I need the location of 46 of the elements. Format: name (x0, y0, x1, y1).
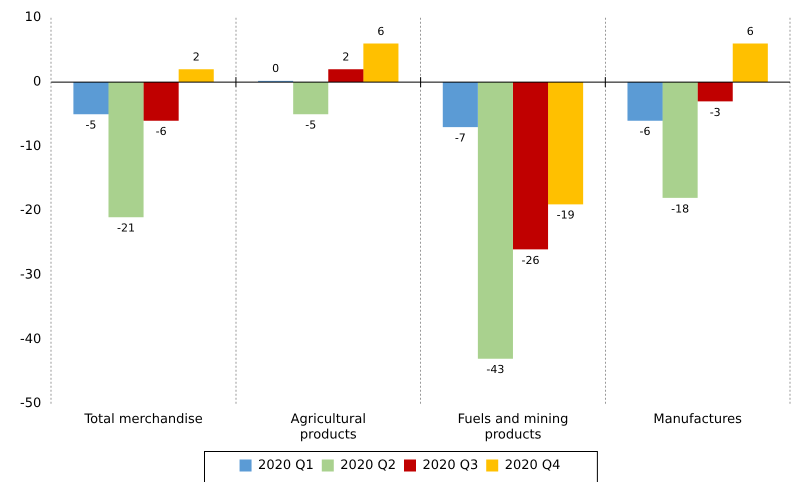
bar (512, 82, 548, 250)
data-label: -3 (710, 106, 721, 119)
data-label: -26 (522, 254, 540, 267)
bar (363, 44, 398, 82)
data-label: 2 (342, 50, 350, 64)
y-tick-label: -40 (20, 332, 42, 347)
data-label: -18 (671, 202, 690, 216)
legend-label: 2020 Q3 (422, 458, 478, 473)
data-label: -5 (305, 118, 316, 132)
legend-label: 2020 Q1 (258, 458, 314, 473)
data-label: 2 (192, 50, 200, 64)
data-label: -43 (486, 363, 504, 376)
x-tick-label: Manufactures (653, 412, 742, 427)
bar (328, 69, 364, 82)
legend-label: 2020 Q4 (504, 458, 560, 473)
bar (73, 82, 108, 114)
bar (698, 82, 733, 102)
bar (662, 82, 698, 198)
data-label: -5 (85, 118, 96, 132)
y-tick-label: 0 (32, 74, 42, 90)
legend-label: 2020 Q2 (340, 458, 396, 473)
x-tick-label: Total merchandise (83, 412, 203, 427)
bar (548, 82, 584, 204)
y-tick-label: -20 (20, 203, 42, 218)
y-tick-label: -10 (20, 138, 42, 154)
data-label: -7 (454, 132, 466, 145)
bar (108, 82, 144, 218)
bar (144, 82, 179, 121)
bar (732, 44, 768, 82)
data-label: 0 (272, 62, 280, 76)
bar (627, 82, 663, 121)
data-label: 6 (746, 24, 754, 38)
data-label: 6 (377, 24, 384, 38)
y-tick-label: -50 (20, 396, 42, 412)
bar (178, 69, 214, 82)
y-tick-label: -30 (20, 268, 42, 283)
bar (293, 82, 328, 114)
data-label: -6 (156, 125, 167, 138)
x-tick-label: Fuels and mining products (458, 412, 568, 443)
data-label: -19 (556, 208, 575, 222)
x-tick-label: Agricultural products (290, 412, 366, 443)
data-label: -6 (640, 125, 650, 138)
bar (478, 82, 513, 359)
data-label: -21 (117, 222, 136, 235)
bar (442, 82, 478, 128)
y-tick-label: 10 (24, 10, 42, 26)
